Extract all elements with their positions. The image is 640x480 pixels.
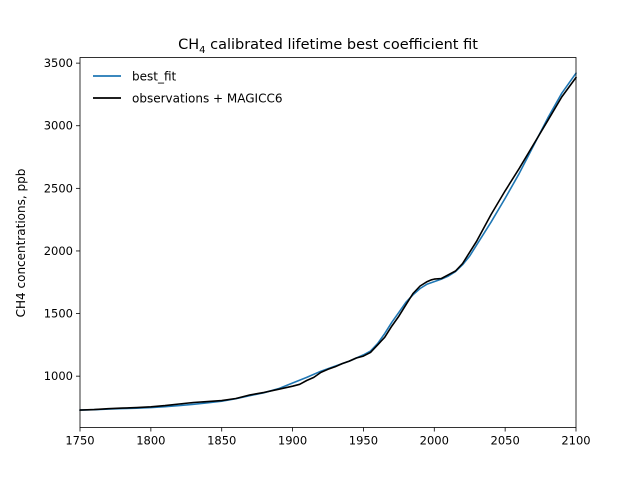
y-tick-label: 1500 <box>44 307 73 321</box>
y-axis-label: CH4 concentrations, ppb <box>14 169 28 318</box>
plot-frame <box>79 57 577 428</box>
x-tick-label: 1900 <box>278 434 307 448</box>
chart-title-subscript: 4 <box>199 45 205 56</box>
y-axis: 1000 1500 2000 2500 3000 3500 <box>44 56 80 383</box>
chart-title-rest: calibrated lifetime best coefficient fit <box>205 37 478 53</box>
legend-label-1: observations + MAGICC6 <box>132 92 283 106</box>
x-tick-label: 2000 <box>420 434 449 448</box>
y-tick-label: 1000 <box>44 369 73 383</box>
x-tick-label: 1950 <box>349 434 378 448</box>
y-tick-label: 3000 <box>44 119 73 133</box>
x-axis: 1750 1800 1850 1900 1950 2000 2050 2100 <box>65 427 591 448</box>
plot-area <box>79 72 577 411</box>
y-tick-label: 3500 <box>44 56 73 70</box>
x-tick-label: 1750 <box>65 434 94 448</box>
chart-title-main: CH <box>178 37 199 53</box>
series-line-1 <box>79 76 577 411</box>
x-tick-label: 2100 <box>561 434 590 448</box>
x-tick-label: 1850 <box>207 434 236 448</box>
y-tick-label: 2000 <box>44 244 73 258</box>
x-tick-label: 2050 <box>491 434 520 448</box>
y-tick-label: 2500 <box>44 181 73 195</box>
legend-label-0: best_fit <box>132 70 177 84</box>
series-line-0 <box>79 72 577 411</box>
legend: best_fit observations + MAGICC6 <box>93 70 283 106</box>
chart-title: CH4 calibrated lifetime best coefficient… <box>178 37 478 56</box>
x-tick-label: 1800 <box>136 434 165 448</box>
